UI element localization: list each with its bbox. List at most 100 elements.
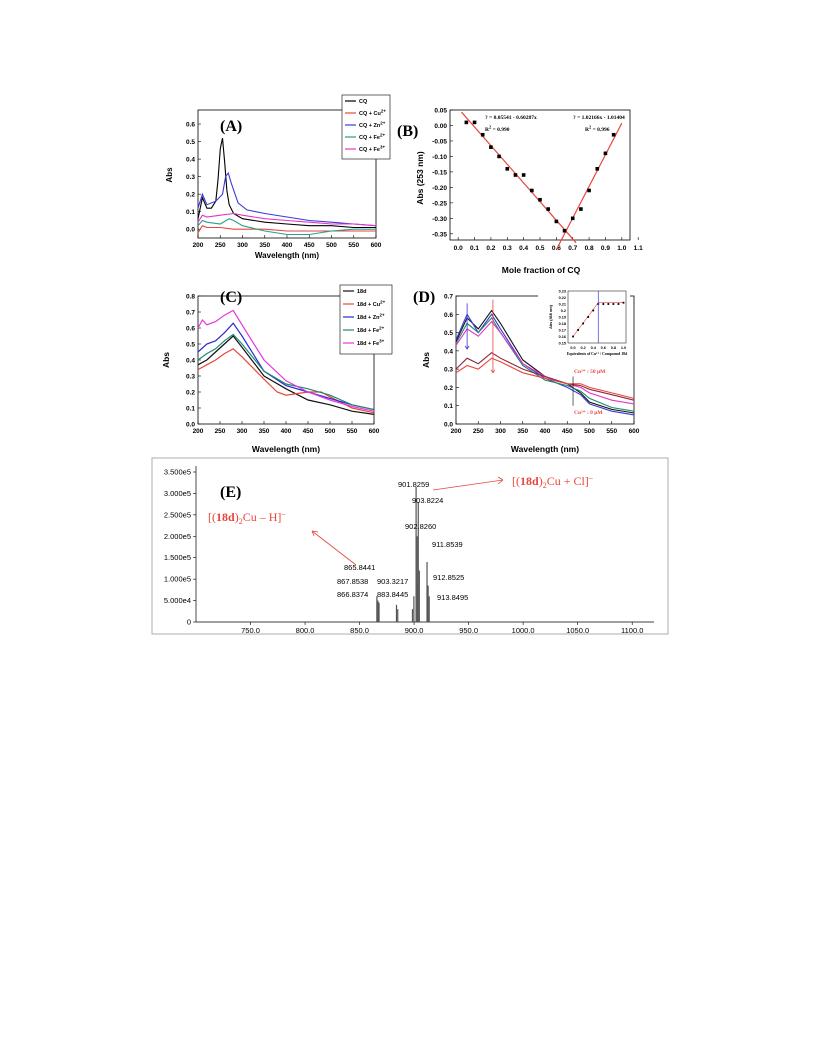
panel-a-series-line-0 xyxy=(197,137,376,229)
panel-b: 0.00.10.20.30.40.50.60.70.80.91.01.10.05… xyxy=(397,108,643,276)
panel-b-data-point xyxy=(505,167,510,171)
panel-a-x-axis-label: Wavelength (nm) xyxy=(255,251,319,260)
panel-d-inset-data-point xyxy=(592,309,595,312)
panel-b-fit-r-squared: R2 = 0.996 xyxy=(585,125,610,134)
panel-a-x-tick-label: 300 xyxy=(237,242,248,249)
panel-c-legend-entry: 18d + Zn2+ xyxy=(357,313,385,322)
panel-a-x-tick-label: 600 xyxy=(371,242,382,249)
panel-a-y-tick-label: 0.3 xyxy=(186,174,195,181)
panel-b-data-point xyxy=(570,216,575,221)
panel-e-peak-label: 867.8538 xyxy=(337,577,368,586)
panel-c-y-tick-label: 0.3 xyxy=(186,374,195,381)
panel-d-series-line-5 xyxy=(455,357,635,399)
panel-d-series-line-3 xyxy=(455,320,635,405)
panel-a-x-tick-label: 450 xyxy=(304,242,315,249)
panel-a-legend-entry-name: CQ + Zn xyxy=(359,123,381,129)
panel-b-data-point xyxy=(611,132,616,137)
panel-b-data-point xyxy=(530,188,534,193)
panel-b-y-tick-label: -0.35 xyxy=(432,231,447,238)
panel-e-annotation-chloride: [(18d)2Cu + Cl]– xyxy=(512,473,594,490)
panel-d-series-line-4 xyxy=(455,352,635,401)
panel-d-inset-y-tick-label: 0.23 xyxy=(559,289,566,293)
panel-b-data-point xyxy=(480,132,485,137)
panel-c: 200 250 300 350 400 450 500 550 600 0.0 0.1 0.2 0.3 0… xyxy=(161,284,393,454)
panel-e-x-tick-label: 950.0 xyxy=(459,626,478,635)
panel-b-data-point xyxy=(554,219,559,224)
panel-e-annotation-body: Cu – H] xyxy=(243,510,282,524)
panel-e-y-tick-label: 5.000e4 xyxy=(164,596,191,605)
panel-a-legend-entry-name: CQ xyxy=(359,99,368,105)
panel-c-series-line-1 xyxy=(197,348,375,414)
panel-e-peak-label: 912.8525 xyxy=(433,573,464,582)
panel-c-x-tick-label: 400 xyxy=(281,428,292,435)
panel-a-x-tick-label: 550 xyxy=(348,242,359,249)
panel-e-y-tick-label: 1.000e5 xyxy=(164,575,191,584)
panel-d-inset-y-axis-label: Abs (468 nm) xyxy=(549,304,553,329)
panel-e-annotation-prefix: [( xyxy=(208,510,216,524)
panel-a-series-line-3 xyxy=(197,218,376,236)
panel-b-x-tick-label: 1.1 xyxy=(634,245,643,252)
panel-e-arrow-left-head xyxy=(311,530,319,537)
panel-e-x-tick-label: 850.0 xyxy=(350,626,369,635)
panel-d-inset-frame xyxy=(567,290,627,344)
panel-e-peak-label: 901.8259 xyxy=(398,480,429,489)
panel-d-blue-arrowhead xyxy=(464,345,470,350)
panel-b-x-tick-label: 0.1 xyxy=(470,245,479,252)
panel-d-inset-y-tick-label: 0.22 xyxy=(559,296,566,300)
panel-b-data-point xyxy=(587,188,591,193)
panel-a-legend-entry-name: CQ + Fe xyxy=(359,147,380,153)
panel-c-series-line-2 xyxy=(197,322,375,411)
panel-e-annotation-prefix: [( xyxy=(512,474,520,488)
panel-c-legend-entry-name: 18d + Cu xyxy=(357,302,380,308)
panel-e-y-tick-label: 2.500e5 xyxy=(164,510,191,519)
panel-c-x-tick-label: 250 xyxy=(215,428,226,435)
panel-c-x-tick-label: 600 xyxy=(369,428,380,435)
panel-b-r-squared-value: = 0.996 xyxy=(591,127,610,133)
panel-d-series-line-1 xyxy=(455,313,635,416)
panel-e-annotation-paren: ) xyxy=(539,474,543,488)
panel-b-r-squared-symbol: R xyxy=(485,127,490,133)
panel-c-legend-entry: 18d + Cu2+ xyxy=(357,300,386,309)
panel-a-y-tick-label: 0.5 xyxy=(186,139,195,146)
panel-c-y-tick-label: 0.8 xyxy=(186,294,195,301)
panel-d-inset-y-tick-label: 0.16 xyxy=(559,335,566,339)
panel-a-legend-entry-charge: 2+ xyxy=(381,109,387,114)
panel-b-data-point xyxy=(579,207,583,211)
panel-d-y-tick-label: 0.7 xyxy=(444,294,453,301)
panel-d-panel-label: (D) xyxy=(413,289,435,306)
panel-c-legend-entry-charge: 2+ xyxy=(380,300,386,305)
panel-c-x-tick-label: 300 xyxy=(237,428,248,435)
panel-c-legend-entry: 18d xyxy=(357,289,366,295)
panel-e-x-tick-label: 1050.0 xyxy=(566,626,589,635)
panel-b-r-squared-value: = 0.990 xyxy=(491,127,510,133)
panel-a-y-tick-label: 0.1 xyxy=(186,209,195,216)
panel-c-y-tick-label: 0.1 xyxy=(186,406,195,413)
panel-c-legend-entry-charge: 2+ xyxy=(379,326,385,331)
panel-b-plot-frame xyxy=(449,109,631,241)
panel-e-peak-label: 903.3217 xyxy=(377,577,408,586)
panel-e-x-tick-label: 800.0 xyxy=(296,626,315,635)
panel-d-inset-y-tick-label: 0.15 xyxy=(559,341,566,345)
panel-d-inset-y-tick-label: 0.19 xyxy=(559,315,566,319)
panel-b-y-tick-label: 0.05 xyxy=(434,108,447,115)
panel-c-legend-entry-charge: 3+ xyxy=(379,339,385,344)
panel-c-legend-entry-name: 18d + Fe xyxy=(357,341,379,347)
panel-e-x-tick-label: 900.0 xyxy=(405,626,424,635)
panel-b-y-tick-label: -0.20 xyxy=(432,185,447,192)
panel-b-fit-equation: ? = 0.05541 - 0.60287x xyxy=(485,115,537,121)
panel-a-panel-label: (A) xyxy=(220,118,242,135)
panel-d-x-tick-label: 450 xyxy=(562,428,573,435)
panel-d-inset-y-tick-label: 0.21 xyxy=(559,302,566,306)
panel-e-y-tick-label: 3.000e5 xyxy=(164,489,191,498)
panel-c-x-axis-label: Wavelength (nm) xyxy=(252,444,320,454)
panel-a-legend-entry-charge: 2+ xyxy=(380,133,386,138)
panel-a-legend-entry: CQ + Fe3+ xyxy=(359,145,385,154)
panel-e-y-tick-label: 3.500e5 xyxy=(164,468,191,477)
panel-d-y-tick-label: 0.5 xyxy=(444,330,453,337)
panel-b-data-point xyxy=(595,167,600,171)
panel-b-x-tick-label: 0.9 xyxy=(601,245,610,252)
panel-c-y-tick-label: 0.2 xyxy=(186,390,195,397)
panel-b-r-squared-symbol: R xyxy=(585,127,590,133)
panel-b-data-point xyxy=(513,173,518,177)
